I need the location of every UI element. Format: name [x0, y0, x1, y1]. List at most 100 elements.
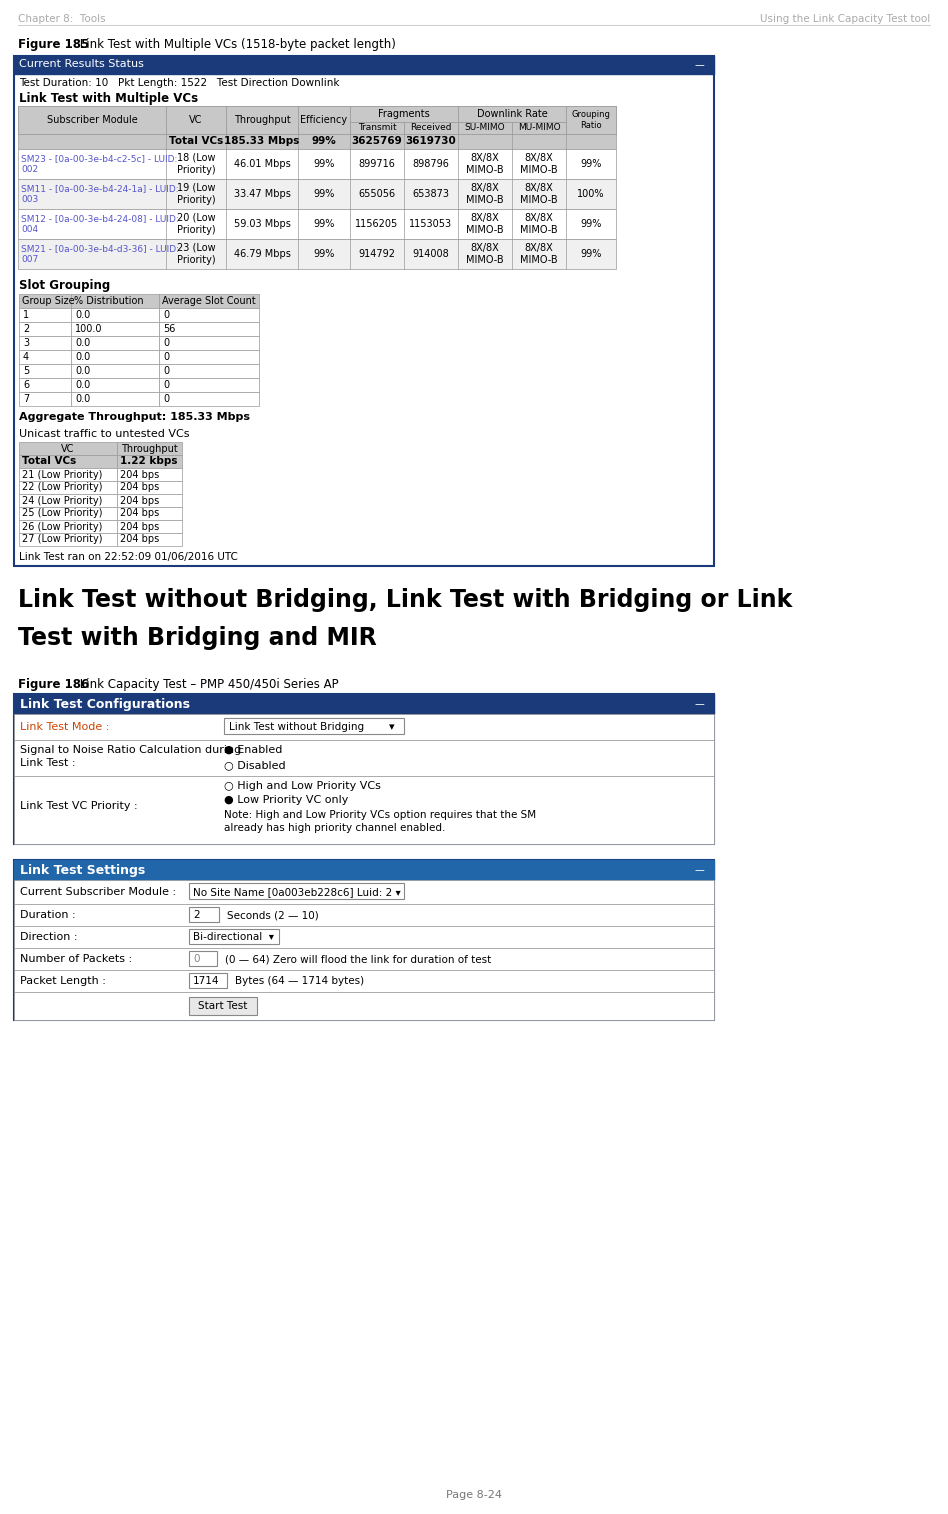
Text: ● Enabled: ● Enabled — [224, 745, 283, 755]
Text: 25 (Low Priority): 25 (Low Priority) — [22, 509, 102, 518]
Bar — [189, 930, 279, 945]
Text: Link Test without Bridging: Link Test without Bridging — [229, 722, 364, 731]
Bar — [18, 239, 616, 269]
Bar — [159, 307, 259, 322]
Bar — [19, 507, 117, 519]
Bar — [512, 123, 566, 135]
Text: Efficiency: Efficiency — [301, 115, 348, 126]
Bar — [159, 392, 259, 406]
Text: Figure 186: Figure 186 — [18, 678, 89, 690]
Bar — [159, 336, 259, 350]
Bar — [189, 951, 217, 966]
Text: 2: 2 — [193, 910, 200, 921]
Bar — [19, 322, 71, 336]
Text: SU-MIMO: SU-MIMO — [465, 124, 505, 133]
Bar — [14, 860, 714, 1020]
Text: Slot Grouping: Slot Grouping — [19, 279, 110, 292]
Text: 99%: 99% — [580, 220, 602, 229]
Bar — [19, 392, 71, 406]
Text: Link Test with Multiple VCs (1518-byte packet length): Link Test with Multiple VCs (1518-byte p… — [76, 38, 396, 51]
Text: 5: 5 — [23, 366, 29, 375]
Bar — [19, 294, 71, 307]
Text: 8X/8X
MIMO-B: 8X/8X MIMO-B — [520, 242, 557, 265]
Text: Link Test without Bridging, Link Test with Bridging or Link: Link Test without Bridging, Link Test wi… — [18, 587, 793, 612]
Text: Unicast traffic to untested VCs: Unicast traffic to untested VCs — [19, 428, 190, 439]
Text: 21 (Low Priority): 21 (Low Priority) — [22, 469, 102, 480]
Bar — [404, 123, 458, 135]
Bar — [14, 56, 714, 566]
Text: Chapter 8:  Tools: Chapter 8: Tools — [18, 14, 105, 24]
Text: 653873: 653873 — [412, 189, 449, 198]
Text: 20 (Low
Priority): 20 (Low Priority) — [176, 213, 215, 235]
Bar — [19, 468, 117, 481]
Text: Seconds (2 — 10): Seconds (2 — 10) — [227, 910, 319, 921]
Text: 914792: 914792 — [358, 248, 395, 259]
Bar — [19, 363, 71, 378]
Text: 655056: 655056 — [358, 189, 395, 198]
Bar — [14, 693, 714, 843]
Bar — [19, 481, 117, 494]
Bar — [71, 322, 159, 336]
Bar — [18, 106, 616, 135]
Text: 1: 1 — [23, 310, 29, 319]
Bar — [189, 974, 227, 989]
Text: Link Test VC Priority :: Link Test VC Priority : — [20, 801, 137, 812]
Bar — [14, 970, 714, 992]
Bar — [117, 519, 182, 533]
Text: % Distribution: % Distribution — [74, 297, 144, 306]
Text: 8X/8X
MIMO-B: 8X/8X MIMO-B — [466, 183, 503, 206]
Text: Group Size: Group Size — [22, 297, 75, 306]
Text: 204 bps: 204 bps — [120, 534, 159, 545]
Bar — [71, 363, 159, 378]
Text: Current Subscriber Module :: Current Subscriber Module : — [20, 887, 176, 896]
Text: 3: 3 — [23, 338, 29, 348]
Text: 1.22 kbps: 1.22 kbps — [120, 457, 177, 466]
Text: Link Test ran on 22:52:09 01/06/2016 UTC: Link Test ran on 22:52:09 01/06/2016 UTC — [19, 553, 238, 562]
Text: MU-MIMO: MU-MIMO — [518, 124, 560, 133]
Text: 23 (Low
Priority): 23 (Low Priority) — [176, 242, 215, 265]
Bar — [117, 481, 182, 494]
Bar — [350, 106, 458, 123]
Text: Throughput: Throughput — [233, 115, 290, 126]
Bar — [189, 883, 404, 899]
Text: SM11 - [0a-00-3e-b4-24-1a] - LUID:
003: SM11 - [0a-00-3e-b4-24-1a] - LUID: 003 — [21, 185, 178, 204]
Text: 898796: 898796 — [412, 159, 449, 170]
Text: Grouping
Ratio: Grouping Ratio — [572, 111, 611, 130]
Text: 33.47 Mbps: 33.47 Mbps — [233, 189, 290, 198]
Bar — [117, 468, 182, 481]
Text: 4: 4 — [23, 351, 29, 362]
Text: Total VCs: Total VCs — [22, 457, 76, 466]
Text: Using the Link Capacity Test tool: Using the Link Capacity Test tool — [759, 14, 930, 24]
Text: Number of Packets :: Number of Packets : — [20, 954, 132, 964]
Text: 0: 0 — [163, 394, 169, 404]
Bar — [14, 777, 714, 843]
Text: 46.01 Mbps: 46.01 Mbps — [233, 159, 290, 170]
Text: —: — — [694, 61, 704, 70]
Text: Start Test: Start Test — [198, 1001, 247, 1011]
Text: 8X/8X
MIMO-B: 8X/8X MIMO-B — [520, 153, 557, 176]
Bar — [14, 927, 714, 948]
Text: Downlink Rate: Downlink Rate — [477, 109, 547, 120]
Text: 0: 0 — [163, 351, 169, 362]
Text: 8X/8X
MIMO-B: 8X/8X MIMO-B — [466, 213, 503, 235]
Bar — [14, 56, 714, 74]
Bar — [117, 533, 182, 547]
Bar — [19, 378, 71, 392]
Text: (0 — 64) Zero will flood the link for duration of test: (0 — 64) Zero will flood the link for du… — [225, 954, 491, 964]
Text: No Site Name [0a003eb228c6] Luid: 2 ▾: No Site Name [0a003eb228c6] Luid: 2 ▾ — [193, 887, 401, 896]
Text: 99%: 99% — [313, 220, 335, 229]
Text: 0: 0 — [163, 366, 169, 375]
Text: 0.0: 0.0 — [75, 310, 90, 319]
Bar — [117, 494, 182, 507]
Text: 99%: 99% — [313, 248, 335, 259]
Text: VC: VC — [62, 444, 75, 454]
Bar — [166, 106, 226, 135]
Text: already has high priority channel enabled.: already has high priority channel enable… — [224, 824, 446, 833]
Text: Current Results Status: Current Results Status — [19, 59, 144, 70]
Bar — [71, 294, 159, 307]
Text: 100.0: 100.0 — [75, 324, 102, 335]
Bar — [18, 179, 616, 209]
Bar — [71, 336, 159, 350]
Text: Duration :: Duration : — [20, 910, 76, 921]
Bar — [566, 106, 616, 135]
